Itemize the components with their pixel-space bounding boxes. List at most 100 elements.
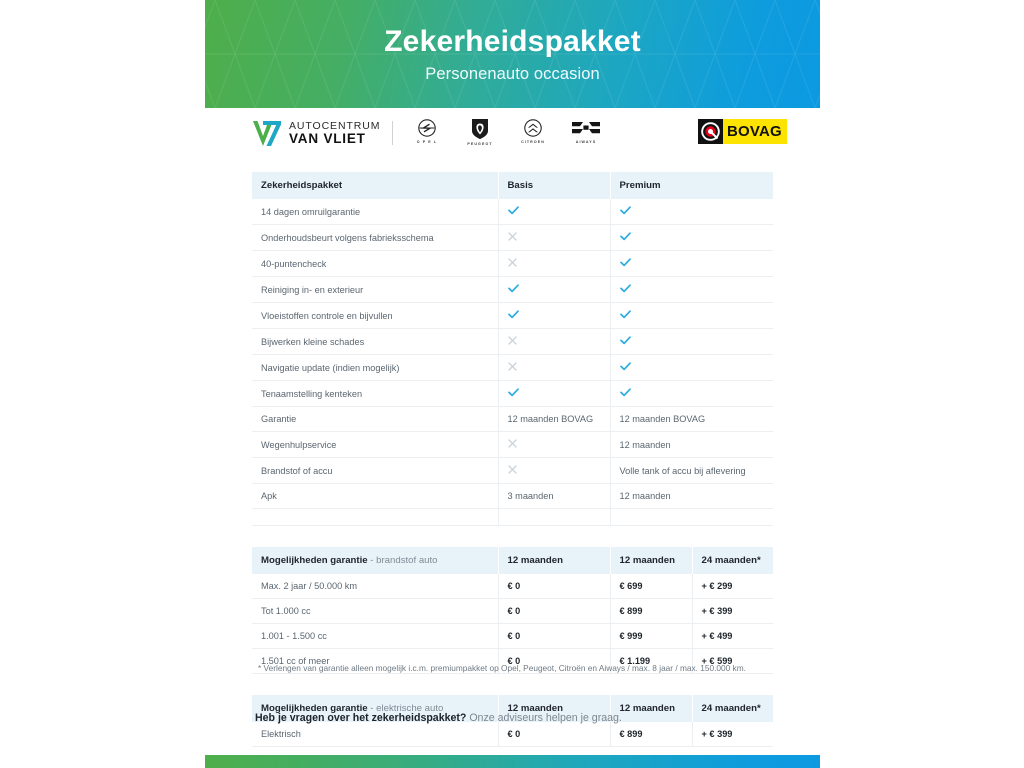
- row-label: Tot 1.000 cc: [252, 598, 499, 624]
- table-row: Wegenhulpservice 12 maanden: [252, 431, 773, 458]
- opel-icon: [418, 119, 436, 137]
- dealer-name: AUTOCENTRUM VAN VLIET: [289, 121, 380, 145]
- table-row: Onderhoudsbeurt volgens fabrieksschema: [252, 224, 773, 251]
- row-label: 14 dagen omruilgarantie: [252, 199, 499, 225]
- cross-icon: [507, 336, 517, 345]
- row-price-1: € 0: [498, 598, 611, 624]
- dealer-name-line2: VAN VLIET: [289, 130, 366, 146]
- features-col-basis: Basis: [498, 172, 611, 199]
- check-icon: [507, 388, 519, 397]
- table-row: Brandstof of accu Volle tank of accu bij …: [252, 457, 773, 484]
- row-price-2: € 1.199: [610, 648, 693, 674]
- table-row: Navigatie update (indien mogelijk): [252, 354, 773, 381]
- row-price-2: € 899: [610, 722, 693, 747]
- cta-question: Heb je vragen over het zekerheidspakket?: [255, 712, 467, 724]
- brand-peugeot: PEUGEOT: [463, 118, 497, 146]
- row-price-3: + € 399: [692, 598, 773, 624]
- row-premium: 12 maanden: [610, 483, 773, 509]
- row-label: Elektrisch: [252, 722, 499, 747]
- row-price-3: + € 599: [692, 648, 773, 674]
- brand-citroen: CITROEN: [516, 118, 550, 144]
- check-icon: [619, 388, 631, 397]
- row-price-1: € 0: [498, 648, 611, 674]
- dealer-name-line1: AUTOCENTRUM: [289, 120, 381, 133]
- row-premium: [610, 276, 773, 303]
- electric-header-bold: Mogelijkheden garantie: [261, 703, 368, 714]
- row-label: 40-puntencheck: [252, 250, 499, 277]
- row-price-1: € 0: [498, 574, 611, 599]
- brand-aiways-label: AIWAYS: [575, 140, 597, 144]
- row-label: Bijwerken kleine schades: [252, 328, 499, 355]
- row-basis: [498, 250, 611, 277]
- row-label: Reiniging in- en exterieur: [252, 276, 499, 303]
- row-label: Max. 2 jaar / 50.000 km: [252, 574, 499, 599]
- electric-table-header-row: Mogelijkheden garantie - elektrische aut…: [252, 695, 773, 722]
- check-icon: [619, 206, 631, 215]
- footer-bar: [205, 755, 820, 768]
- brand-opel-label: O P E L: [416, 140, 438, 144]
- bovag-logo: BOVAG: [698, 119, 787, 144]
- header-banner: Zekerheidspakket Personenauto occasion: [205, 0, 820, 108]
- fuel-col-2: 12 maanden: [610, 547, 693, 574]
- check-icon: [619, 336, 631, 345]
- features-table-body: 14 dagen omruilgarantie Onderhoudsbeurt v…: [252, 199, 773, 526]
- row-basis: [498, 224, 611, 251]
- row-label: Navigatie update (indien mogelijk): [252, 354, 499, 381]
- table-spacer-row: [252, 508, 773, 526]
- row-label: Apk: [252, 483, 499, 509]
- features-table-header-row: Zekerheidspakket Basis Premium: [252, 172, 773, 199]
- aiways-icon: [572, 122, 600, 134]
- fuel-table-body: Max. 2 jaar / 50.000 km € 0 € 699 + € 299 To…: [252, 574, 773, 674]
- table-row: Garantie 12 maanden BOVAG 12 maanden BOVAG: [252, 406, 773, 432]
- dealer-logo: AUTOCENTRUM VAN VLIET: [252, 120, 380, 147]
- row-label: Garantie: [252, 406, 499, 432]
- row-label: Vloeistoffen controle en bijvullen: [252, 302, 499, 329]
- row-premium: 12 maanden BOVAG: [610, 406, 773, 432]
- packages-sheet: Zekerheidspakket Basis Premium 14 dagen …: [252, 172, 773, 747]
- v7-logo-icon: [253, 121, 281, 146]
- row-price-1: € 0: [498, 722, 611, 747]
- electric-col-3: 24 maanden*: [692, 695, 773, 722]
- brand-citroen-label: CITROEN: [521, 140, 545, 144]
- features-col-premium: Premium: [610, 172, 773, 199]
- row-price-3: + € 399: [692, 722, 773, 747]
- cross-icon: [507, 439, 517, 448]
- row-premium: [610, 354, 773, 381]
- fuel-header-bold: Mogelijkheden garantie: [261, 555, 368, 566]
- row-price-3: + € 299: [692, 574, 773, 599]
- row-basis: [498, 380, 611, 407]
- logo-row: AUTOCENTRUM VAN VLIET O P E L: [252, 118, 787, 160]
- brand-aiways: AIWAYS: [569, 118, 603, 144]
- row-premium: 12 maanden: [610, 431, 773, 458]
- row-basis: [498, 431, 611, 458]
- row-basis: 3 maanden: [498, 483, 611, 509]
- check-icon: [619, 232, 631, 241]
- citroen-icon: [524, 119, 542, 137]
- electric-header-light: - elektrische auto: [367, 703, 444, 714]
- electric-warranty-table: Mogelijkheden garantie - elektrische aut…: [252, 695, 773, 747]
- brand-opel: O P E L: [410, 118, 444, 144]
- fuel-col-label: Mogelijkheden garantie - brandstof auto: [252, 547, 499, 574]
- table-row: 1.001 - 1.500 cc € 0 € 999 + € 499: [252, 623, 773, 649]
- row-premium: [610, 302, 773, 329]
- bovag-wordmark: BOVAG: [723, 119, 787, 144]
- table-row: Reiniging in- en exterieur: [252, 276, 773, 303]
- table-row: Bijwerken kleine schades: [252, 328, 773, 355]
- row-label: 1.001 - 1.500 cc: [252, 623, 499, 649]
- row-basis: [498, 457, 611, 484]
- table-row: Vloeistoffen controle en bijvullen: [252, 302, 773, 329]
- table-row: Apk 3 maanden 12 maanden: [252, 483, 773, 509]
- fuel-table-header-row: Mogelijkheden garantie - brandstof auto …: [252, 547, 773, 574]
- table-row: Tenaamstelling kenteken: [252, 380, 773, 407]
- fuel-col-1: 12 maanden: [498, 547, 611, 574]
- cross-icon: [507, 362, 517, 371]
- table-row: Tot 1.000 cc € 0 € 899 + € 399: [252, 598, 773, 624]
- row-basis: [498, 199, 611, 225]
- check-icon: [619, 362, 631, 371]
- row-price-2: € 999: [610, 623, 693, 649]
- row-premium: [610, 250, 773, 277]
- electric-col-1: 12 maanden: [498, 695, 611, 722]
- row-premium: Volle tank of accu bij aflevering: [610, 457, 773, 484]
- row-label: 1.501 cc of meer: [252, 648, 499, 674]
- row-basis: [498, 302, 611, 329]
